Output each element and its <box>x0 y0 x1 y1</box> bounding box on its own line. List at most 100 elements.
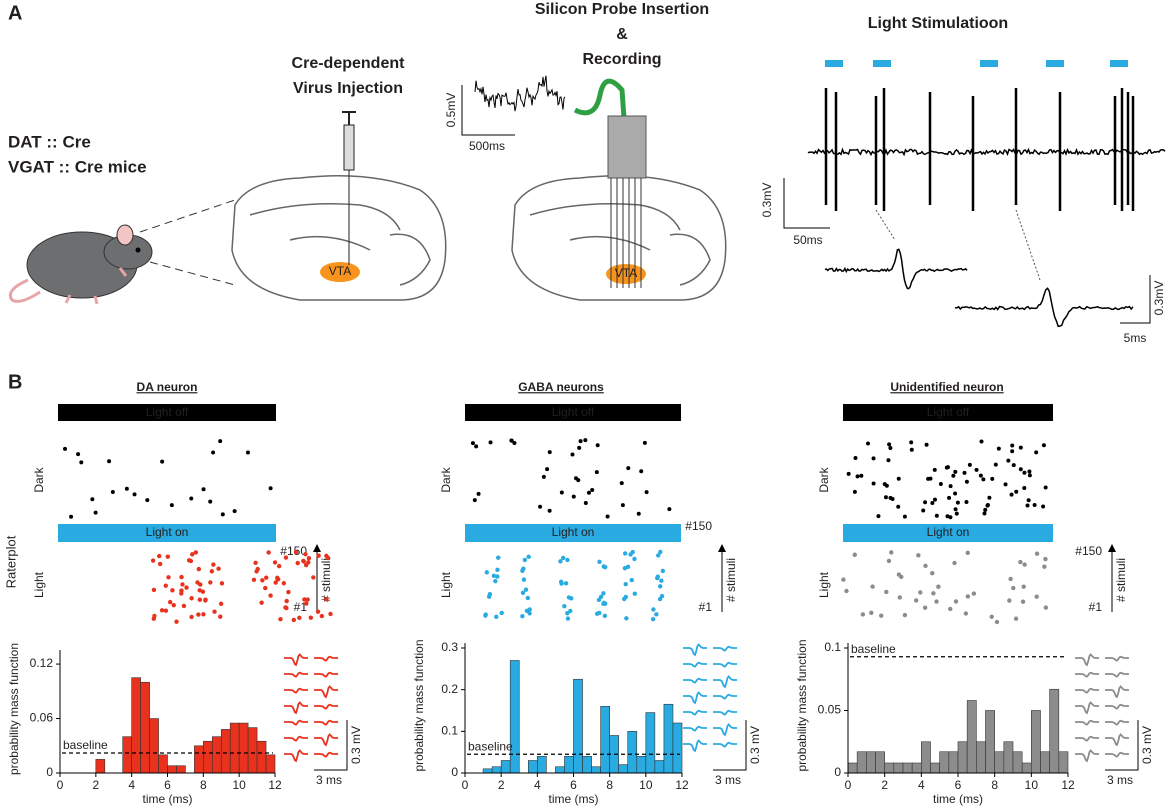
raster-dot <box>474 444 479 449</box>
bar <box>158 754 168 774</box>
raster-dot <box>150 558 156 563</box>
raster-dot <box>483 612 488 617</box>
scale-label: 0.3mV <box>1152 281 1166 316</box>
raster-dot <box>301 558 306 564</box>
bar <box>229 722 240 774</box>
light-pulse <box>873 60 891 67</box>
raster-dot <box>571 494 576 499</box>
raster-dot <box>268 486 273 491</box>
raster-dot <box>159 608 165 613</box>
raster-dot <box>1034 594 1039 599</box>
raster-dot <box>1022 562 1027 567</box>
waveform <box>683 739 707 753</box>
raster-dot <box>283 605 288 610</box>
mouse-label: VGAT :: Cre mice <box>8 157 147 176</box>
x-tick-label: 4 <box>534 778 541 792</box>
raster-dot <box>166 575 171 580</box>
bar <box>140 681 150 774</box>
mouse-label: DAT :: Cre <box>8 132 91 151</box>
waveform <box>284 749 308 763</box>
bar <box>994 751 1005 774</box>
raster-dot <box>846 471 851 476</box>
waveform <box>1105 751 1129 758</box>
raster-dot <box>1043 556 1048 562</box>
raster-dot <box>601 601 606 607</box>
raster-dot <box>63 446 68 451</box>
raster-dot <box>1034 450 1039 455</box>
raster-dot <box>305 597 310 602</box>
raster-dot <box>913 598 919 603</box>
raster-dot <box>306 560 311 565</box>
raster-dot <box>888 446 893 451</box>
traces <box>474 60 1166 328</box>
raster-dot <box>623 594 629 600</box>
raster-dot <box>107 459 112 464</box>
waveform <box>683 725 707 732</box>
stimuli-bottom: #1 <box>294 600 308 614</box>
waveform <box>314 733 338 747</box>
raster-dot <box>276 563 282 569</box>
raster-dot <box>841 577 846 582</box>
raster-dot <box>186 558 192 563</box>
x-tick-label: 8 <box>991 778 998 792</box>
raster-dot <box>934 513 939 518</box>
raster-dot <box>1022 470 1027 475</box>
stimuli-top: #150 <box>685 519 712 533</box>
raster-dot <box>565 616 571 621</box>
waveform <box>683 691 707 705</box>
raster-dot <box>890 496 895 501</box>
raster-dot <box>974 467 979 472</box>
raster-dot <box>1043 485 1048 490</box>
raster-dot <box>264 575 269 580</box>
raster-dot <box>632 556 637 562</box>
raster-dot <box>545 467 550 472</box>
trace <box>807 147 1166 157</box>
panel-title: Unidentified neuron <box>890 380 1003 394</box>
raster-dot <box>180 582 185 587</box>
raster-dot <box>569 596 574 601</box>
bar <box>600 706 610 774</box>
raster-dot <box>297 615 302 621</box>
waveform <box>284 701 308 715</box>
raster-dot <box>963 611 969 616</box>
bar <box>203 740 213 774</box>
raster-dot <box>302 597 307 602</box>
bar <box>875 751 885 774</box>
raster-dot <box>1042 564 1047 569</box>
bar <box>930 762 940 774</box>
waveform <box>713 661 737 668</box>
raster-dot <box>601 591 606 596</box>
raster-dot <box>896 476 901 481</box>
bar <box>256 740 267 774</box>
raster-dot <box>852 552 857 557</box>
raster-dot <box>509 438 514 443</box>
raster-dot <box>201 612 206 617</box>
raster-dot <box>876 514 881 519</box>
light-off-bar <box>465 404 681 421</box>
connector <box>875 209 896 241</box>
waveform <box>1105 719 1129 726</box>
scale-label: 3 ms <box>715 773 741 787</box>
bar <box>957 741 968 774</box>
raster-dot <box>967 462 972 467</box>
raster-dot <box>869 610 874 615</box>
waveform <box>284 735 308 742</box>
raster-dot <box>179 588 184 593</box>
raster-dot <box>216 566 221 571</box>
raster-dot <box>1018 467 1023 472</box>
bar <box>220 729 231 774</box>
raster-dot <box>494 614 499 620</box>
x-tick-label: 6 <box>164 778 171 792</box>
panel-label: A <box>8 2 22 24</box>
raster-dot <box>889 550 894 555</box>
raster-dot <box>642 440 647 445</box>
raster-dot <box>918 590 923 595</box>
bar <box>176 765 186 774</box>
raster-dot <box>190 552 195 557</box>
raster-dot <box>605 514 610 519</box>
bar <box>1003 741 1014 774</box>
raster-dot <box>1003 482 1008 487</box>
raster-dot <box>598 594 604 600</box>
raster-dot <box>899 574 904 580</box>
y-tick-label: 0.3 <box>441 640 458 654</box>
